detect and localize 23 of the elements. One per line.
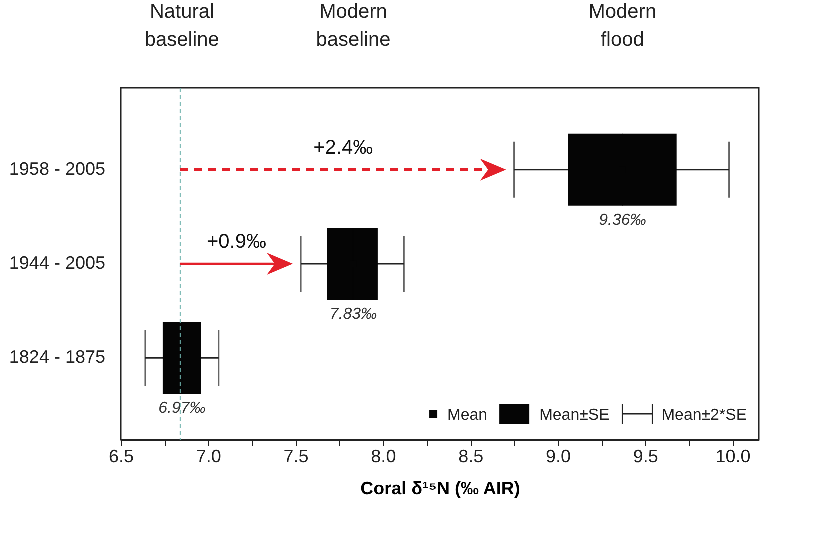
x-tick-label: 7.0 (196, 446, 222, 466)
annotation: +2.4‰ (314, 136, 374, 159)
x-tick-label: 9.0 (546, 446, 571, 466)
annotation: Mean±2*SE (662, 407, 747, 424)
y-tick-label: 1958 - 2005 (9, 158, 106, 179)
x-tick-label: 6.5 (108, 446, 134, 466)
x-tick-label: 8.5 (458, 446, 484, 466)
text: Natural baseline (144, 1, 220, 51)
y-tick-label: 1824 - 1875 (9, 347, 106, 368)
text: Modern flood (588, 1, 657, 51)
annotation: +0.9‰ (206, 231, 266, 253)
x-tick-label: 9.5 (633, 446, 658, 466)
text: 6.97‰ (158, 400, 206, 418)
text: 7.83‰ (330, 306, 378, 323)
annotation: Mean±SE (540, 407, 610, 424)
x-tick-label: 7.5 (284, 446, 309, 466)
text: Modern baseline (316, 1, 391, 51)
x-tick-label: 10.0 (716, 446, 751, 466)
text: 9.36‰ (599, 212, 646, 229)
annotation: Mean (448, 407, 488, 424)
x-axis-title: Coral δ¹⁵N (‰ AIR) (360, 478, 520, 498)
x-tick-label: 8.0 (371, 446, 396, 466)
y-tick-label: 1944 - 2005 (9, 253, 106, 273)
